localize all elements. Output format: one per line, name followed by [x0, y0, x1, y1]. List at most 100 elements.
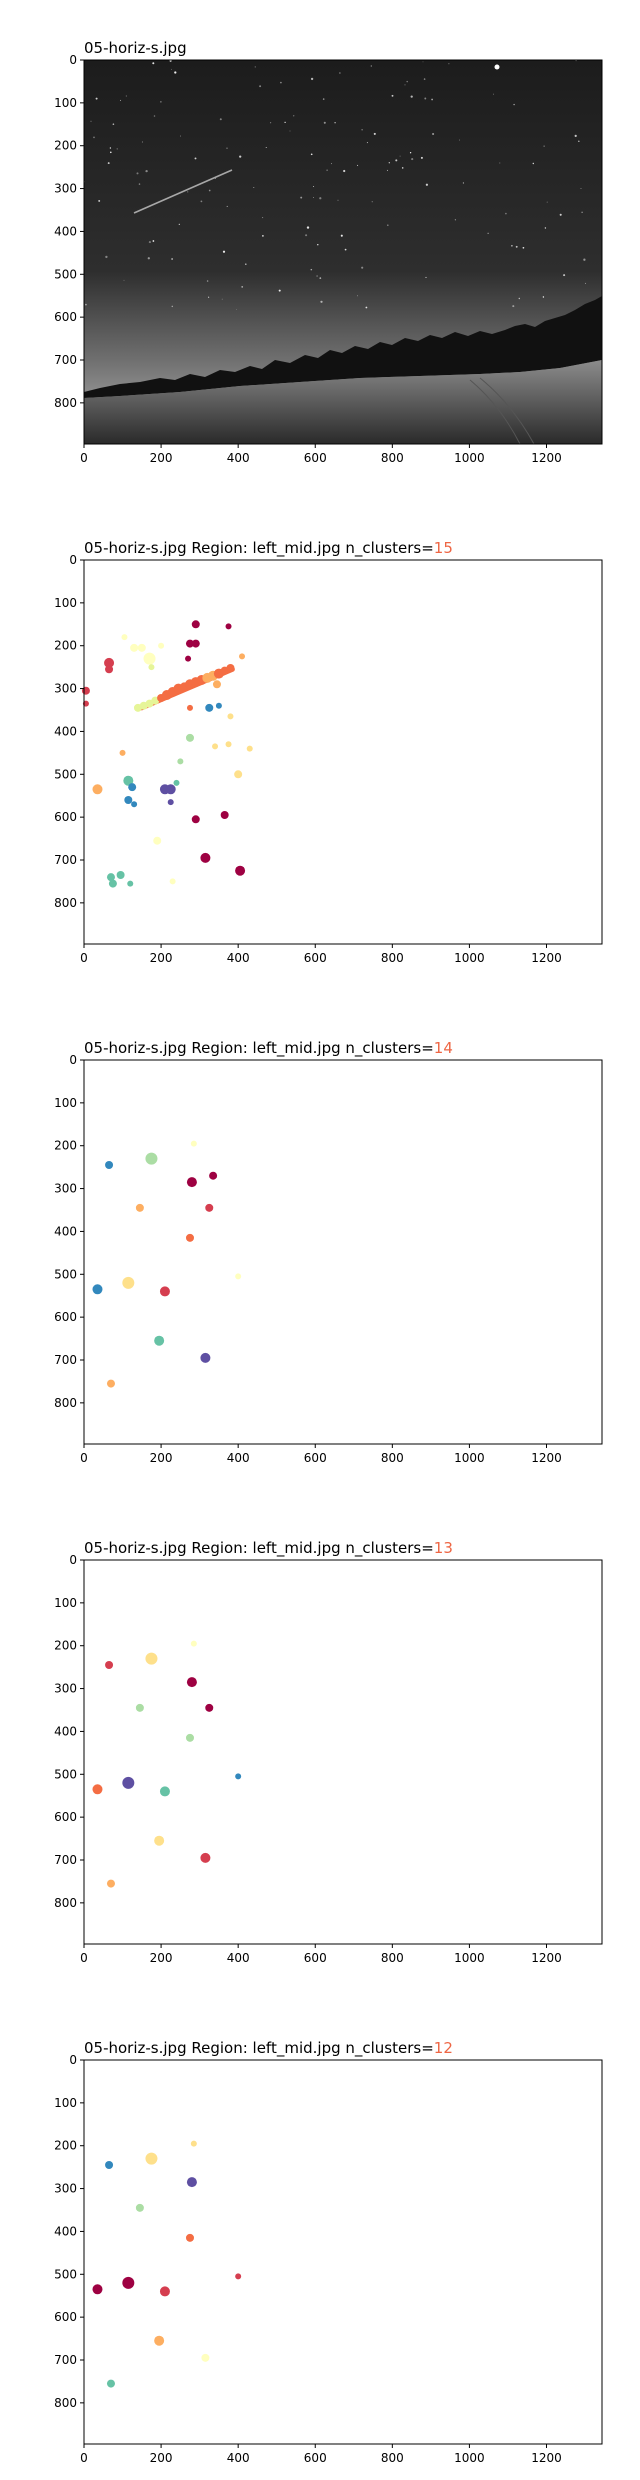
star: [454, 219, 457, 221]
scatter-point: [225, 623, 232, 630]
scatter-point: [185, 639, 194, 648]
x-tick-label: 1200: [531, 2451, 562, 2465]
x-tick-label: 600: [304, 1951, 327, 1965]
chart-svg-clusters-14: 05-horiz-s.jpg Region: left_mid.jpg n_cl…: [54, 1039, 603, 1465]
star: [399, 155, 401, 157]
star: [180, 135, 181, 137]
star: [171, 258, 173, 260]
x-tick-label: 200: [150, 451, 173, 465]
scatter-point: [106, 1879, 115, 1888]
chart-panel-clusters-12: 05-horiz-s.jpg Region: left_mid.jpg n_cl…: [0, 2000, 640, 2480]
star: [371, 201, 373, 203]
scatter-point: [135, 1703, 144, 1712]
y-tick-label: 500: [54, 267, 77, 281]
chart-svg-clusters-15: 05-horiz-s.jpg Region: left_mid.jpg n_cl…: [54, 539, 603, 965]
y-tick-label: 0: [69, 1553, 77, 1567]
scatter-point: [106, 2379, 115, 2388]
star: [583, 258, 586, 261]
star: [265, 147, 267, 148]
star: [145, 169, 148, 173]
scatter-point: [190, 1140, 197, 1147]
scatter-point: [123, 775, 134, 786]
star: [511, 244, 513, 247]
star: [574, 134, 577, 138]
star: [357, 164, 359, 166]
scatter-point: [127, 880, 134, 887]
star: [245, 263, 247, 265]
scatter-point: [116, 871, 125, 879]
scatter-point: [128, 783, 137, 792]
star: [373, 132, 376, 135]
star: [420, 156, 423, 159]
star: [401, 167, 404, 169]
chart-title-prefix: 05-horiz-s.jpg Region: left_mid.jpg n_cl…: [84, 1039, 434, 1058]
star: [344, 248, 347, 251]
star: [219, 118, 222, 121]
star: [411, 158, 414, 161]
scatter-point: [185, 655, 192, 662]
x-tick-label: 600: [304, 1451, 327, 1465]
star: [141, 141, 143, 143]
star: [292, 115, 295, 117]
scatter-point: [92, 2284, 103, 2295]
x-tick-label: 1000: [454, 2451, 485, 2465]
star: [487, 232, 489, 234]
x-tick-label: 1200: [531, 1451, 562, 1465]
axes-frame: [83, 1559, 603, 1945]
star: [105, 255, 108, 259]
y-tick-label: 0: [69, 1053, 77, 1067]
x-tick-label: 1000: [454, 1951, 485, 1965]
star-field: [84, 60, 587, 311]
y-tick-label: 600: [54, 1310, 77, 1324]
star: [310, 153, 313, 156]
star: [178, 223, 180, 225]
x-tick-label: 800: [381, 451, 404, 465]
x-tick-label: 400: [227, 1451, 250, 1465]
star: [98, 199, 101, 202]
y-tick-label: 700: [54, 1353, 77, 1367]
star: [310, 268, 313, 271]
scatter-point: [235, 865, 246, 876]
y-tick-label: 200: [54, 639, 77, 653]
y-tick-label: 400: [54, 1224, 77, 1238]
x-tick-label: 200: [150, 951, 173, 965]
chart-panel-clusters-14: 05-horiz-s.jpg Region: left_mid.jpg n_cl…: [0, 1000, 640, 1480]
scatter-point: [153, 836, 162, 845]
x-tick-label: 600: [304, 951, 327, 965]
chart-title: 05-horiz-s.jpg: [84, 39, 187, 57]
scatter-point: [121, 634, 128, 641]
star: [152, 62, 155, 65]
y-tick-label: 800: [54, 896, 77, 910]
star: [110, 151, 112, 154]
y-tick-label: 600: [54, 2310, 77, 2324]
x-tick-label: 800: [381, 2451, 404, 2465]
scatter-points: [92, 1140, 242, 1388]
x-tick-label: 800: [381, 1951, 404, 1965]
star: [423, 78, 426, 80]
scatter-point: [105, 1161, 114, 1169]
star: [253, 187, 255, 189]
star: [319, 277, 322, 279]
x-tick-label: 600: [304, 2451, 327, 2465]
scatter-point: [200, 1352, 211, 1363]
x-tick-label: 400: [227, 451, 250, 465]
star: [578, 140, 580, 142]
n-clusters-value: 14: [434, 1039, 453, 1057]
star: [289, 130, 291, 132]
axes-frame: [83, 1059, 603, 1445]
scatter-point: [135, 2203, 144, 2212]
chart-title-prefix: 05-horiz-s.jpg Region: left_mid.jpg n_cl…: [84, 539, 434, 558]
scatter-point: [145, 1152, 158, 1165]
star: [254, 66, 256, 68]
star: [222, 250, 226, 253]
scatter-point: [239, 653, 246, 660]
star: [462, 182, 464, 184]
x-tick-label: 1200: [531, 451, 562, 465]
y-tick-label: 400: [54, 2224, 77, 2238]
y-tick-label: 500: [54, 2267, 77, 2281]
scatter-point: [159, 1286, 170, 1297]
star: [334, 121, 336, 124]
star: [580, 188, 582, 190]
night-sky-photo: [84, 60, 602, 444]
chart-svg-clusters-12: 05-horiz-s.jpg Region: left_mid.jpg n_cl…: [54, 2039, 603, 2465]
